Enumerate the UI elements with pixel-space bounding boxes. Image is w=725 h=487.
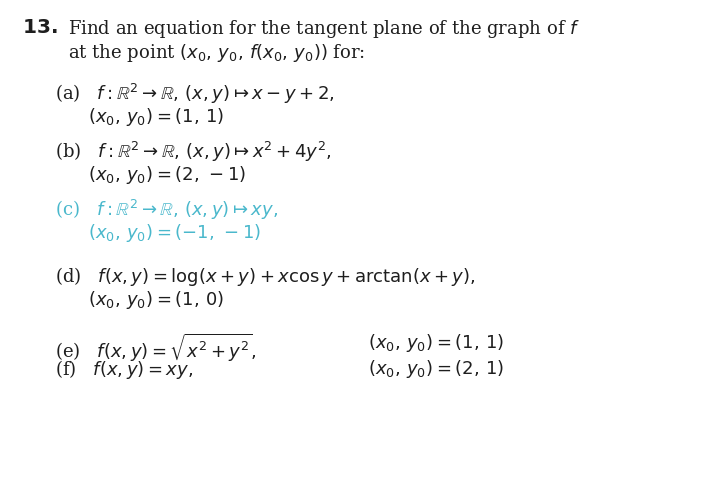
Text: (b)   $f: \mathbb{R}^2 \to \mathbb{R},\, (x, y) \mapsto x^2 + 4y^2,$: (b) $f: \mathbb{R}^2 \to \mathbb{R},\, (…: [55, 140, 332, 164]
Text: (a)   $f: \mathbb{R}^2 \to \mathbb{R},\, (x, y) \mapsto x - y + 2,$: (a) $f: \mathbb{R}^2 \to \mathbb{R},\, (…: [55, 82, 334, 106]
Text: $(x_0,\, y_0) = (2,\, -1)$: $(x_0,\, y_0) = (2,\, -1)$: [88, 164, 247, 186]
Text: (e)   $f(x, y) = \sqrt{x^2 + y^2},$: (e) $f(x, y) = \sqrt{x^2 + y^2},$: [55, 332, 257, 364]
Text: $(x_0,\, y_0) = (1,\, 0)$: $(x_0,\, y_0) = (1,\, 0)$: [88, 289, 224, 311]
Text: $(x_0,\, y_0) = (1,\, 1)$: $(x_0,\, y_0) = (1,\, 1)$: [88, 106, 224, 128]
Text: (d)   $f(x, y) = \log(x + y) + x\cos y + \arctan(x + y),$: (d) $f(x, y) = \log(x + y) + x\cos y + \…: [55, 265, 476, 288]
Text: $\mathbf{13.}$: $\mathbf{13.}$: [22, 18, 57, 37]
Text: Find an equation for the tangent plane of the graph of $f$: Find an equation for the tangent plane o…: [68, 18, 580, 40]
Text: $(x_0,\, y_0) = (1,\, 1)$: $(x_0,\, y_0) = (1,\, 1)$: [368, 332, 504, 354]
Text: (c)   $f: \mathbb{R}^2 \to \mathbb{R},\, (x, y) \mapsto xy,$: (c) $f: \mathbb{R}^2 \to \mathbb{R},\, (…: [55, 198, 278, 222]
Text: $(x_0,\, y_0) = (-1,\, -1)$: $(x_0,\, y_0) = (-1,\, -1)$: [88, 222, 261, 244]
Text: (f)   $f(x, y) = xy,$: (f) $f(x, y) = xy,$: [55, 358, 193, 381]
Text: at the point $(x_0,\, y_0,\, f(x_0,\, y_0))$ for:: at the point $(x_0,\, y_0,\, f(x_0,\, y_…: [68, 42, 365, 64]
Text: $(x_0,\, y_0) = (2,\, 1)$: $(x_0,\, y_0) = (2,\, 1)$: [368, 358, 504, 380]
